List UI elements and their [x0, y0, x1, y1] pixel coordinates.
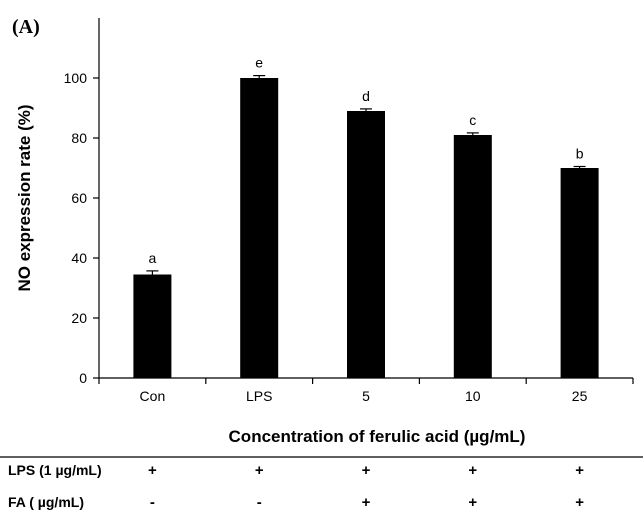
treatment-mark: + — [575, 462, 584, 479]
treatment-mark: + — [468, 494, 477, 511]
significance-label: e — [255, 55, 263, 71]
treatment-mark: + — [255, 462, 264, 479]
bar — [560, 168, 599, 378]
y-tick-label: 60 — [71, 190, 87, 206]
y-tick-label: 0 — [79, 370, 87, 386]
treatment-mark: + — [148, 462, 157, 479]
x-tick-label: 5 — [362, 388, 370, 404]
x-tick-label: 10 — [465, 388, 481, 404]
significance-label: a — [149, 250, 157, 266]
bar — [347, 111, 385, 378]
significance-label: b — [576, 146, 584, 162]
significance-label: d — [362, 88, 370, 104]
x-tick-label: Con — [140, 388, 166, 404]
y-tick-label: 100 — [64, 70, 88, 86]
bar — [240, 78, 279, 378]
bars: a e d c b — [133, 55, 599, 378]
significance-label: c — [469, 112, 476, 128]
treatment-mark: + — [575, 494, 584, 511]
treatment-table: LPS (1 µg/mL) + + + + + FA ( µg/mL) - - + + + — [8, 462, 584, 511]
treatment-mark: - — [257, 494, 262, 511]
bar — [133, 274, 172, 378]
y-tick-label: 80 — [71, 130, 87, 146]
x-tick-label: LPS — [246, 388, 272, 404]
y-ticks: 0 20 40 60 80 100 — [64, 70, 99, 386]
treatment-row-label: FA ( µg/mL) — [8, 494, 84, 510]
bar — [453, 135, 492, 378]
treatment-mark: - — [150, 494, 155, 511]
y-tick-label: 40 — [71, 250, 87, 266]
treatment-mark: + — [468, 462, 477, 479]
x-ticks: Con LPS 5 10 25 — [98, 378, 634, 404]
x-tick-label: 25 — [572, 388, 588, 404]
panel-label: (A) — [12, 16, 40, 38]
y-tick-label: 20 — [71, 310, 87, 326]
y-axis-title: NO expression rate (%) — [15, 104, 34, 291]
treatment-mark: + — [362, 462, 371, 479]
treatment-mark: + — [362, 494, 371, 511]
treatment-row-label: LPS (1 µg/mL) — [8, 462, 102, 478]
x-axis-title: Concentration of ferulic acid (µg/mL) — [229, 427, 526, 446]
